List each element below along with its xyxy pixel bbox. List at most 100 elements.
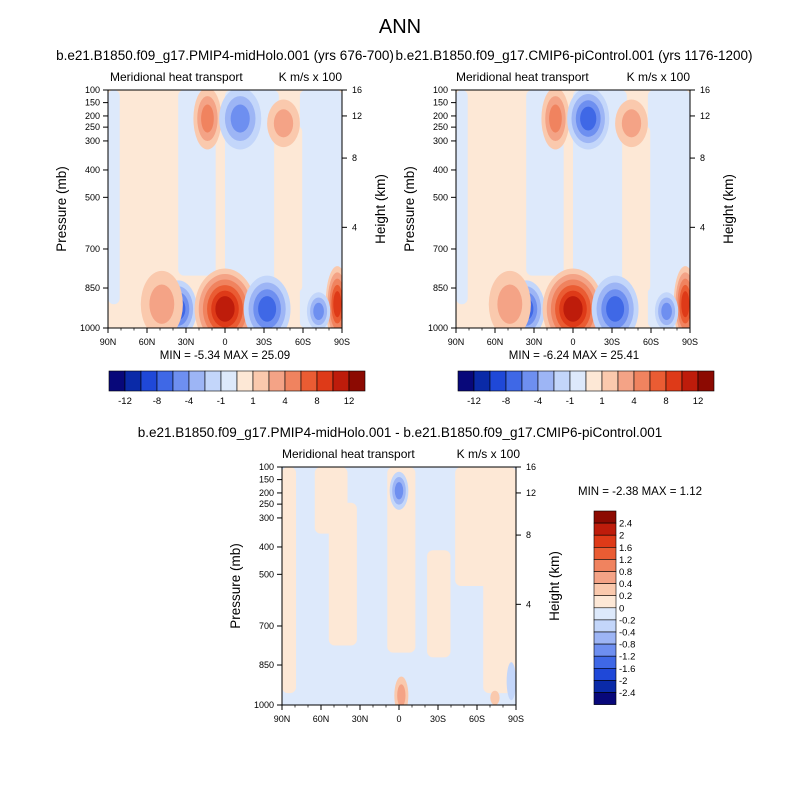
x-tick-label: 30N [178, 337, 195, 347]
x-tick-label: 0 [396, 714, 401, 724]
contour-band [131, 161, 174, 281]
contour-field [282, 467, 516, 705]
colorbar-swatch [593, 583, 617, 596]
panel-subtitle-left: Meridional heat transport [456, 70, 589, 84]
y-tick-label: 250 [259, 499, 274, 509]
x-tick-label: 30N [352, 714, 369, 724]
y-tick-label: 850 [85, 283, 100, 293]
panel-title: b.e21.B1850.f09_g17.PMIP4-midHolo.001 - … [138, 425, 663, 440]
colorbar-swatch [268, 370, 286, 392]
contour-band [661, 302, 672, 320]
y-right-tick-label: 8 [526, 530, 531, 540]
y-right-tick-label: 16 [700, 85, 710, 95]
panel-picontrol: b.e21.B1850.f09_g17.CMIP6-piControl.001 … [396, 48, 753, 407]
contour-field [456, 90, 690, 328]
colorbar-label: 8 [314, 396, 319, 407]
y-tick-label: 400 [259, 542, 274, 552]
plot-area [456, 90, 690, 328]
colorbar-swatch [220, 370, 238, 392]
y-tick-label: 250 [433, 122, 448, 132]
y-tick-label: 100 [85, 85, 100, 95]
colorbar-swatch [585, 370, 603, 392]
y-tick-label: 400 [433, 165, 448, 175]
x-tick-label: 90N [100, 337, 117, 347]
colorbar-label: 0.8 [619, 567, 632, 578]
colorbar-swatch [593, 680, 617, 693]
y-tick-label: 700 [85, 244, 100, 254]
panel-subtitle-right: K m/s x 100 [279, 70, 343, 84]
x-tick-label: 30N [526, 337, 543, 347]
colorbar-swatch [156, 370, 174, 392]
colorbar-swatch [553, 370, 571, 392]
y-tick-label: 300 [259, 513, 274, 523]
y-right-tick-label: 16 [352, 85, 362, 95]
colorbar-label: -8 [502, 396, 510, 407]
y-tick-label: 200 [85, 111, 100, 121]
panel-subtitle-right: K m/s x 100 [457, 447, 521, 461]
y-right-tick-label: 4 [352, 222, 357, 232]
colorbar-label: -1.2 [619, 652, 635, 663]
panel-title: b.e21.B1850.f09_g17.PMIP4-midHolo.001 (y… [56, 48, 394, 63]
min-max-label: MIN = -2.38 MAX = 1.12 [578, 486, 702, 498]
y-right-tick-label: 12 [352, 111, 362, 121]
colorbar-label: 1.6 [619, 543, 632, 554]
panel-subtitle-right: K m/s x 100 [627, 70, 691, 84]
x-tick-label: 60S [469, 714, 485, 724]
colorbar-swatch [593, 667, 617, 681]
panel-subtitle-left: Meridional heat transport [110, 70, 243, 84]
contour-band [230, 104, 250, 133]
x-tick-label: 90S [508, 714, 524, 724]
x-tick-label: 90S [334, 337, 350, 347]
colorbar-swatch [252, 370, 270, 392]
y-axis-label-right: Height (km) [721, 174, 736, 244]
y-right-tick-label: 12 [700, 111, 710, 121]
colorbar-label: 2 [619, 531, 624, 542]
colorbar-swatch [617, 370, 635, 392]
contour-band [621, 109, 642, 138]
contour-band [215, 296, 235, 322]
colorbar-swatch [108, 370, 126, 392]
plot-area [282, 467, 516, 705]
colorbar-label: 0.4 [619, 579, 632, 590]
x-tick-label: 90S [682, 337, 698, 347]
colorbar-label: 12 [693, 396, 704, 407]
page-title: ANN [379, 16, 421, 38]
colorbar-swatch [593, 534, 617, 548]
colorbar-swatch [316, 370, 334, 392]
y-tick-label: 100 [259, 462, 274, 472]
colorbar-label: 12 [344, 396, 355, 407]
y-tick-label: 850 [259, 660, 274, 670]
plot-area [108, 90, 342, 328]
colorbar-swatch [236, 370, 254, 392]
contour-band [333, 291, 342, 318]
x-tick-label: 60N [313, 714, 330, 724]
colorbar-label: -1 [217, 396, 225, 407]
colorbar-label: 1 [250, 396, 255, 407]
colorbar-swatch [172, 370, 190, 392]
contour-band [108, 90, 120, 305]
panel-title: b.e21.B1850.f09_g17.CMIP6-piControl.001 … [396, 48, 753, 63]
colorbar-swatch [489, 370, 507, 392]
panel-difference: b.e21.B1850.f09_g17.PMIP4-midHolo.001 - … [138, 425, 702, 724]
colorbar-label: -1.6 [619, 664, 635, 675]
colorbar-swatch [593, 522, 617, 536]
contour-band [387, 467, 416, 653]
contour-band [394, 482, 404, 500]
colorbar-label: 0.2 [619, 591, 632, 602]
colorbar-swatch [649, 370, 667, 392]
colorbar-swatch [593, 571, 617, 584]
x-tick-label: 60S [295, 337, 311, 347]
colorbar-swatch [697, 370, 715, 392]
y-axis-label: Pressure (mb) [402, 166, 417, 252]
contour-band [506, 662, 516, 701]
y-tick-label: 1000 [428, 323, 448, 333]
contour-band [397, 684, 406, 705]
y-tick-label: 500 [433, 192, 448, 202]
colorbar-label: 4 [631, 396, 636, 407]
y-axis-label-right: Height (km) [547, 551, 562, 621]
colorbar-swatch [593, 510, 617, 524]
colorbar-label: -2.4 [619, 688, 635, 699]
x-tick-label: 60N [139, 337, 156, 347]
